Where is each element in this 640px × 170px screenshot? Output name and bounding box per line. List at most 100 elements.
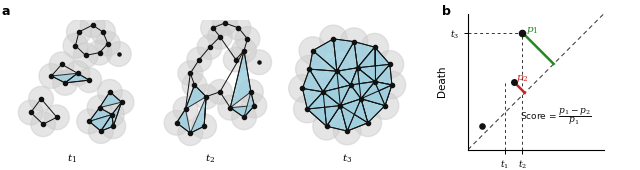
Circle shape (77, 109, 102, 134)
Text: a: a (1, 5, 10, 18)
Circle shape (242, 93, 267, 118)
Circle shape (337, 71, 364, 99)
Polygon shape (323, 71, 351, 92)
Circle shape (347, 85, 375, 113)
Y-axis label: Death: Death (437, 66, 447, 97)
Circle shape (361, 33, 388, 61)
Circle shape (49, 52, 74, 77)
Polygon shape (313, 39, 337, 71)
Circle shape (101, 114, 125, 139)
Polygon shape (340, 99, 361, 131)
Circle shape (354, 109, 381, 137)
Polygon shape (337, 71, 351, 106)
Point (116, 101, 127, 104)
Circle shape (87, 40, 112, 65)
Circle shape (226, 15, 251, 40)
Point (38, 123, 48, 125)
Polygon shape (337, 68, 358, 85)
Polygon shape (303, 69, 323, 92)
Point (185, 72, 195, 75)
Title: $t_3$: $t_3$ (342, 153, 352, 165)
Point (172, 121, 182, 124)
Point (114, 53, 124, 55)
Polygon shape (354, 42, 375, 68)
Point (72, 72, 83, 75)
Point (308, 49, 318, 52)
Point (346, 84, 356, 86)
Point (508, 80, 518, 83)
Circle shape (340, 28, 368, 55)
Circle shape (212, 11, 237, 35)
Polygon shape (347, 99, 368, 131)
Point (201, 95, 211, 98)
Polygon shape (361, 99, 385, 123)
Polygon shape (112, 102, 122, 126)
Polygon shape (351, 68, 375, 85)
Circle shape (65, 61, 90, 86)
Circle shape (247, 50, 271, 75)
Circle shape (197, 35, 222, 60)
Point (234, 27, 244, 29)
Circle shape (87, 95, 112, 120)
Circle shape (320, 25, 347, 53)
Circle shape (109, 90, 134, 115)
Circle shape (178, 61, 203, 86)
Point (60, 82, 70, 84)
Point (107, 113, 117, 116)
Circle shape (31, 112, 56, 137)
Circle shape (309, 78, 337, 106)
Circle shape (74, 43, 98, 68)
Polygon shape (309, 50, 337, 71)
Point (298, 87, 308, 90)
Point (205, 46, 215, 48)
Point (84, 120, 94, 123)
Polygon shape (358, 47, 375, 82)
Polygon shape (361, 85, 392, 106)
Polygon shape (190, 97, 206, 133)
Circle shape (164, 110, 189, 135)
Point (215, 35, 225, 38)
Point (254, 61, 264, 64)
Polygon shape (375, 82, 392, 106)
Text: b: b (442, 5, 451, 18)
Circle shape (223, 47, 248, 72)
Polygon shape (89, 115, 112, 131)
Point (332, 70, 342, 73)
Circle shape (67, 20, 92, 44)
Point (185, 132, 195, 134)
Polygon shape (375, 47, 390, 82)
Circle shape (239, 79, 263, 104)
Point (321, 125, 332, 128)
Circle shape (361, 68, 388, 95)
Point (208, 27, 218, 29)
Point (249, 104, 259, 107)
Text: $p_2$: $p_2$ (516, 73, 529, 84)
Circle shape (106, 42, 131, 66)
Polygon shape (303, 88, 323, 109)
Circle shape (207, 24, 232, 49)
Point (189, 84, 200, 86)
Point (239, 116, 249, 119)
Title: $t_1$: $t_1$ (67, 153, 77, 165)
Point (220, 22, 230, 24)
Circle shape (182, 73, 207, 97)
Circle shape (192, 114, 216, 139)
Title: $t_2$: $t_2$ (205, 153, 214, 165)
Polygon shape (89, 108, 112, 121)
Point (335, 104, 346, 107)
Polygon shape (358, 47, 390, 68)
Circle shape (201, 15, 225, 40)
Polygon shape (340, 106, 368, 131)
Polygon shape (307, 92, 340, 109)
Point (96, 130, 106, 132)
Circle shape (63, 33, 88, 58)
Polygon shape (375, 64, 392, 85)
Polygon shape (307, 92, 326, 126)
Point (370, 80, 380, 83)
Polygon shape (351, 82, 375, 99)
Circle shape (218, 95, 243, 120)
Polygon shape (358, 64, 390, 82)
Polygon shape (340, 99, 368, 123)
Point (26, 111, 36, 114)
Point (88, 24, 98, 27)
